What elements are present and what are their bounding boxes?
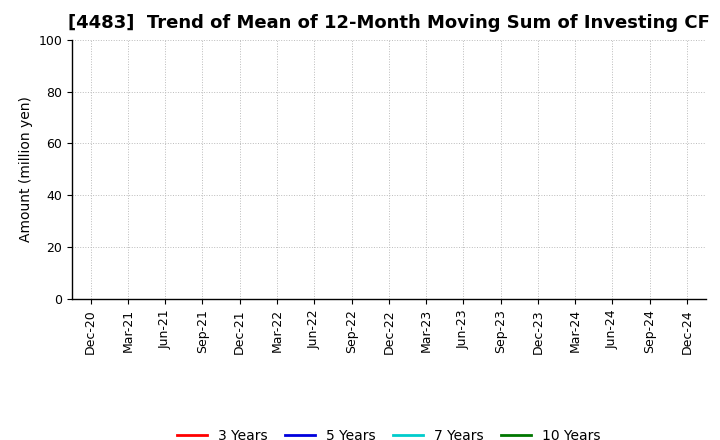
Y-axis label: Amount (million yen): Amount (million yen) <box>19 96 33 242</box>
Title: [4483]  Trend of Mean of 12-Month Moving Sum of Investing CF: [4483] Trend of Mean of 12-Month Moving … <box>68 15 710 33</box>
Legend: 3 Years, 5 Years, 7 Years, 10 Years: 3 Years, 5 Years, 7 Years, 10 Years <box>177 429 600 440</box>
